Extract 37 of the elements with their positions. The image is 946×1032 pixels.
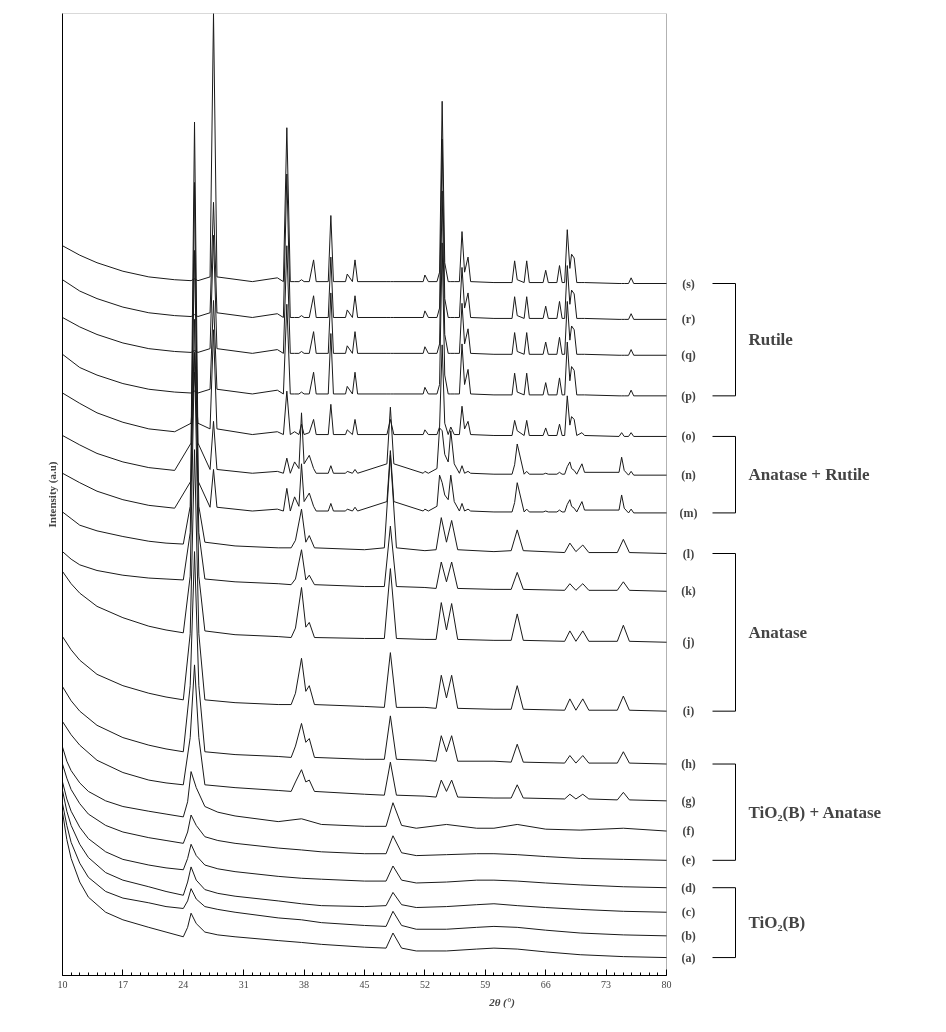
x-tick-label: 73	[601, 978, 612, 990]
series-label: (l)	[682, 546, 695, 561]
series-label: (r)	[681, 312, 696, 327]
y-axis-title: Intensity (a.u)	[45, 461, 59, 528]
x-tick-label: 38	[299, 978, 310, 990]
series-label: (h)	[681, 757, 696, 772]
text: Rutile	[748, 330, 794, 350]
series-label: (a)	[681, 950, 696, 965]
x-tick-label: 45	[359, 978, 370, 990]
series-label: (k)	[681, 584, 696, 599]
x-tick-label: 66	[540, 978, 551, 990]
series-label: (n)	[681, 468, 696, 483]
series-label: (i)	[682, 704, 695, 719]
series-label: (m)	[679, 505, 698, 520]
x-tick-label: 59	[480, 978, 491, 990]
series-label: (p)	[681, 388, 696, 403]
series-label: (q)	[681, 348, 696, 363]
series-label: (s)	[682, 276, 695, 291]
x-axis-title: 2θ (°)	[488, 995, 515, 1009]
text: Anatase + Rutile	[748, 465, 871, 485]
x-tick-label: 10	[57, 978, 68, 990]
text: TiO₂(B) + Anatase	[748, 802, 882, 822]
series-label: (j)	[682, 635, 695, 650]
x-tick-label: 31	[238, 978, 249, 990]
text: TiO₂(B)	[748, 913, 806, 933]
series-label: (g)	[681, 793, 696, 808]
x-tick-label: 52	[419, 978, 430, 990]
x-tick-label: 24	[178, 978, 189, 990]
series-label: (d)	[681, 880, 696, 895]
series-label: (e)	[681, 853, 696, 868]
text: Anatase	[748, 622, 808, 642]
series-label: (b)	[681, 928, 696, 943]
x-tick-label: 17	[117, 978, 128, 990]
series-label: (c)	[681, 905, 696, 920]
series-label: (o)	[681, 429, 696, 444]
x-tick-label: 80	[661, 978, 672, 990]
series-label: (f)	[682, 824, 695, 839]
